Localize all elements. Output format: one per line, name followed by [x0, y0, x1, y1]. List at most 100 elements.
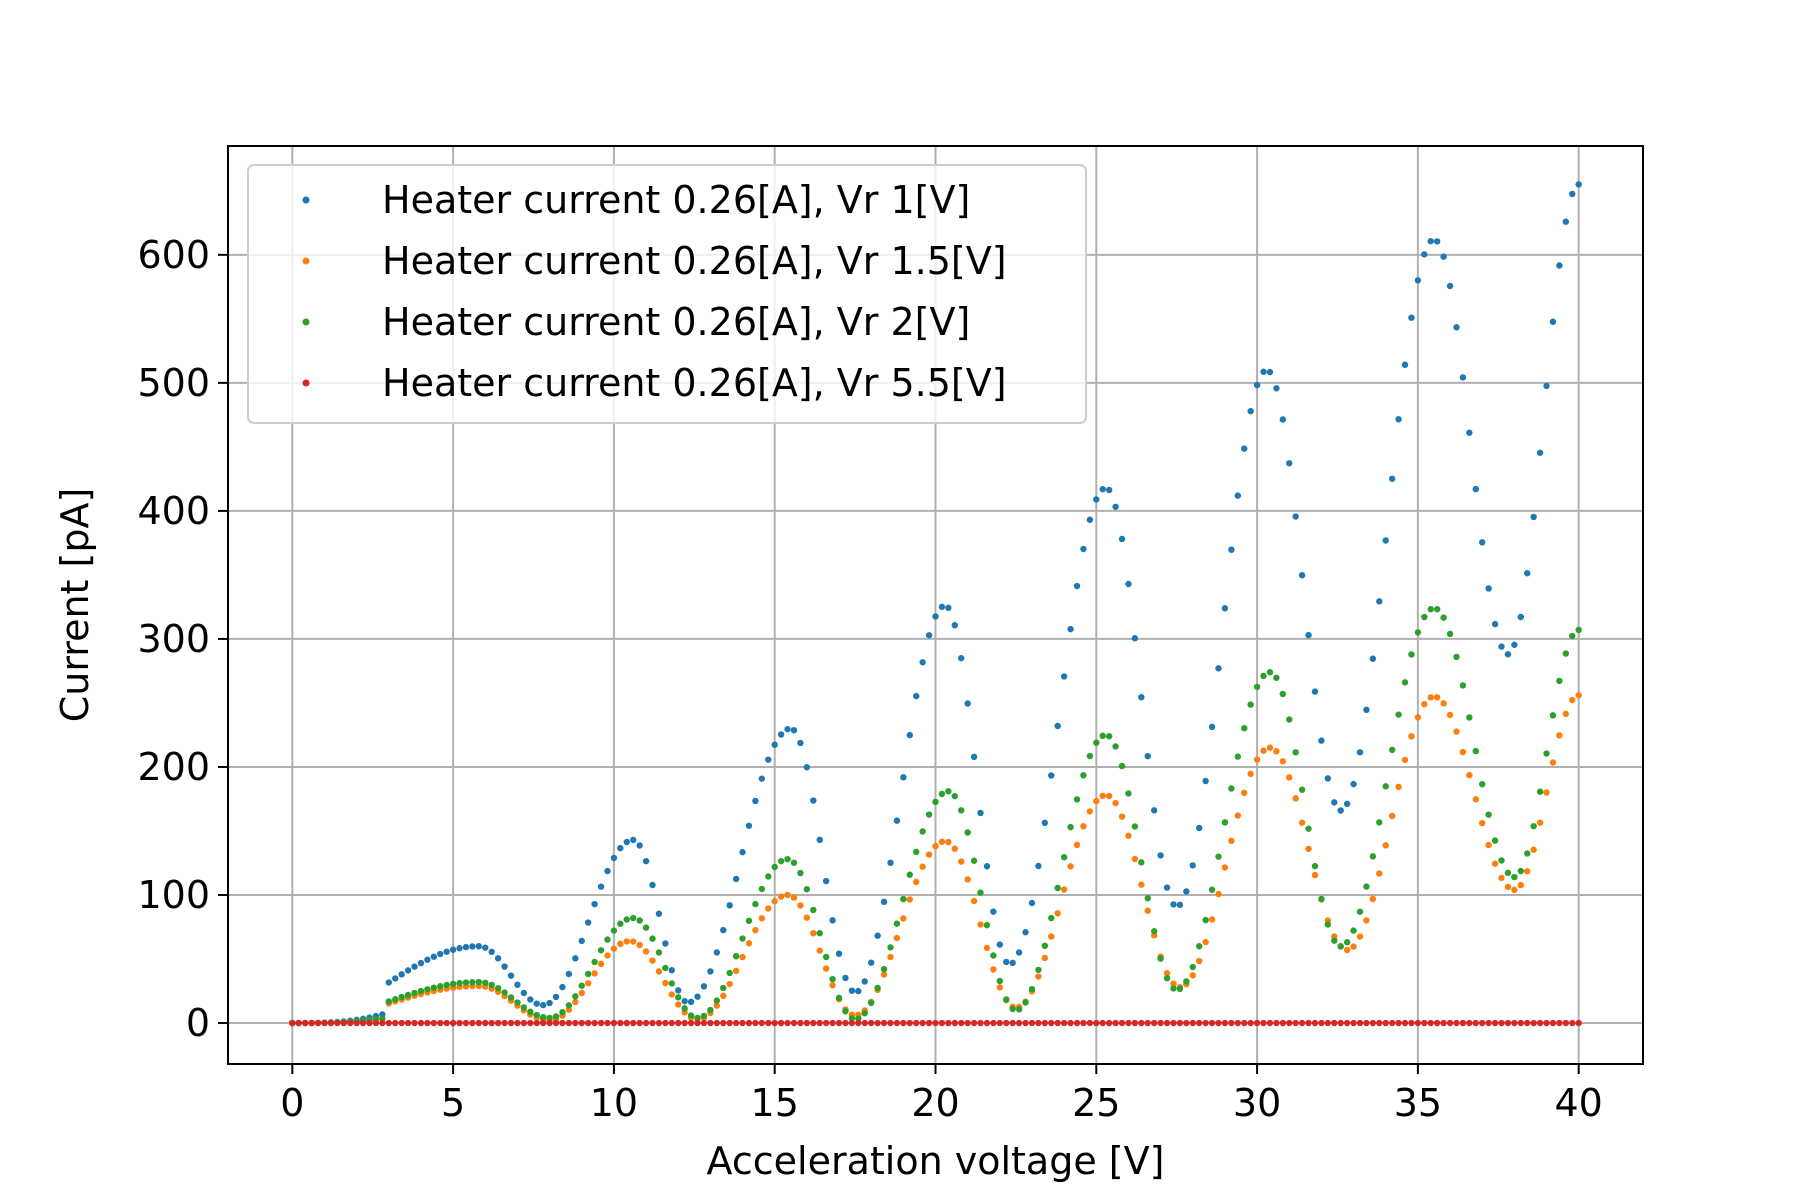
data-point	[636, 842, 643, 849]
data-point	[1388, 1019, 1396, 1027]
data-point	[1228, 837, 1235, 845]
data-point	[1054, 884, 1061, 892]
data-point	[938, 603, 946, 611]
data-point	[1408, 733, 1415, 740]
data-point	[1350, 927, 1357, 934]
data-point	[1183, 978, 1190, 985]
data-point	[1575, 181, 1582, 188]
data-point	[1215, 665, 1222, 672]
data-point	[1260, 1019, 1267, 1027]
data-point	[964, 700, 971, 707]
data-point	[1054, 1019, 1061, 1027]
data-point	[565, 1002, 573, 1009]
data-point	[1498, 1019, 1505, 1027]
data-point	[1440, 1019, 1447, 1027]
data-point	[1318, 737, 1325, 744]
data-point	[810, 906, 817, 914]
data-point	[604, 952, 611, 959]
data-point	[1569, 1019, 1576, 1027]
data-point	[900, 1019, 907, 1027]
data-point	[880, 898, 888, 906]
data-point	[668, 991, 675, 998]
data-point	[1170, 901, 1177, 908]
data-point	[1376, 598, 1383, 605]
data-point	[758, 1019, 766, 1027]
data-point	[1459, 748, 1467, 756]
legend-label: Heater current 0.26[A], Vr 1.5[V]	[382, 239, 1007, 283]
data-point	[1080, 545, 1087, 553]
data-point	[295, 1019, 302, 1027]
data-point	[970, 857, 978, 864]
data-point	[913, 692, 920, 700]
data-point	[861, 1019, 868, 1027]
data-point	[822, 1019, 830, 1027]
data-point	[482, 979, 489, 986]
data-point	[1009, 959, 1016, 967]
data-point	[1395, 783, 1402, 791]
data-point	[681, 997, 688, 1005]
data-point	[1530, 513, 1537, 521]
data-point	[1511, 641, 1518, 648]
data-point	[784, 1019, 791, 1027]
data-point	[1112, 503, 1119, 510]
data-point	[482, 944, 489, 951]
data-point	[1118, 762, 1126, 770]
data-point	[527, 1019, 534, 1027]
data-point	[1491, 860, 1499, 867]
data-point	[771, 863, 778, 871]
data-point	[700, 1012, 708, 1020]
data-point	[1337, 1019, 1344, 1027]
data-point	[617, 940, 624, 948]
data-point	[1569, 190, 1576, 198]
data-point	[1459, 374, 1467, 381]
data-point	[1093, 739, 1100, 746]
data-point	[777, 857, 785, 865]
data-point	[1331, 1019, 1338, 1027]
data-point	[919, 828, 926, 835]
data-point	[675, 987, 682, 994]
data-point	[816, 836, 823, 843]
data-point	[996, 1019, 1004, 1027]
data-point	[462, 1019, 470, 1027]
data-point	[1491, 620, 1499, 628]
data-point	[385, 979, 392, 986]
data-point	[1144, 895, 1151, 902]
data-point	[1093, 797, 1100, 805]
data-point	[514, 981, 521, 988]
data-point	[861, 978, 868, 985]
data-point	[1511, 886, 1518, 894]
data-point	[1067, 863, 1074, 870]
data-point	[1556, 262, 1563, 269]
data-point	[623, 1019, 630, 1027]
data-point	[1189, 862, 1196, 869]
data-point	[1575, 1019, 1582, 1027]
data-point	[1041, 819, 1049, 827]
data-point	[874, 984, 881, 992]
data-point	[623, 838, 630, 846]
data-point	[488, 981, 495, 989]
data-point	[816, 929, 823, 937]
data-point	[1125, 790, 1132, 797]
data-point	[392, 996, 399, 1003]
data-point	[1311, 1019, 1319, 1027]
data-point	[1073, 1019, 1081, 1027]
data-point	[1144, 752, 1151, 760]
data-point	[372, 1019, 380, 1027]
legend-marker	[302, 318, 310, 326]
data-point	[604, 936, 611, 943]
data-point	[906, 1019, 913, 1027]
data-point	[1453, 728, 1460, 735]
data-point	[469, 943, 476, 950]
data-point	[1086, 752, 1094, 760]
y-tick-label: 0	[186, 1001, 210, 1045]
data-point	[1196, 824, 1203, 832]
data-point	[983, 863, 991, 870]
data-point	[1536, 788, 1544, 795]
data-point	[617, 920, 624, 927]
data-point	[662, 979, 669, 987]
data-point	[1433, 694, 1441, 701]
data-point	[475, 1019, 483, 1027]
data-point	[1485, 811, 1492, 818]
legend-box	[247, 164, 1087, 424]
data-point	[1157, 852, 1164, 859]
